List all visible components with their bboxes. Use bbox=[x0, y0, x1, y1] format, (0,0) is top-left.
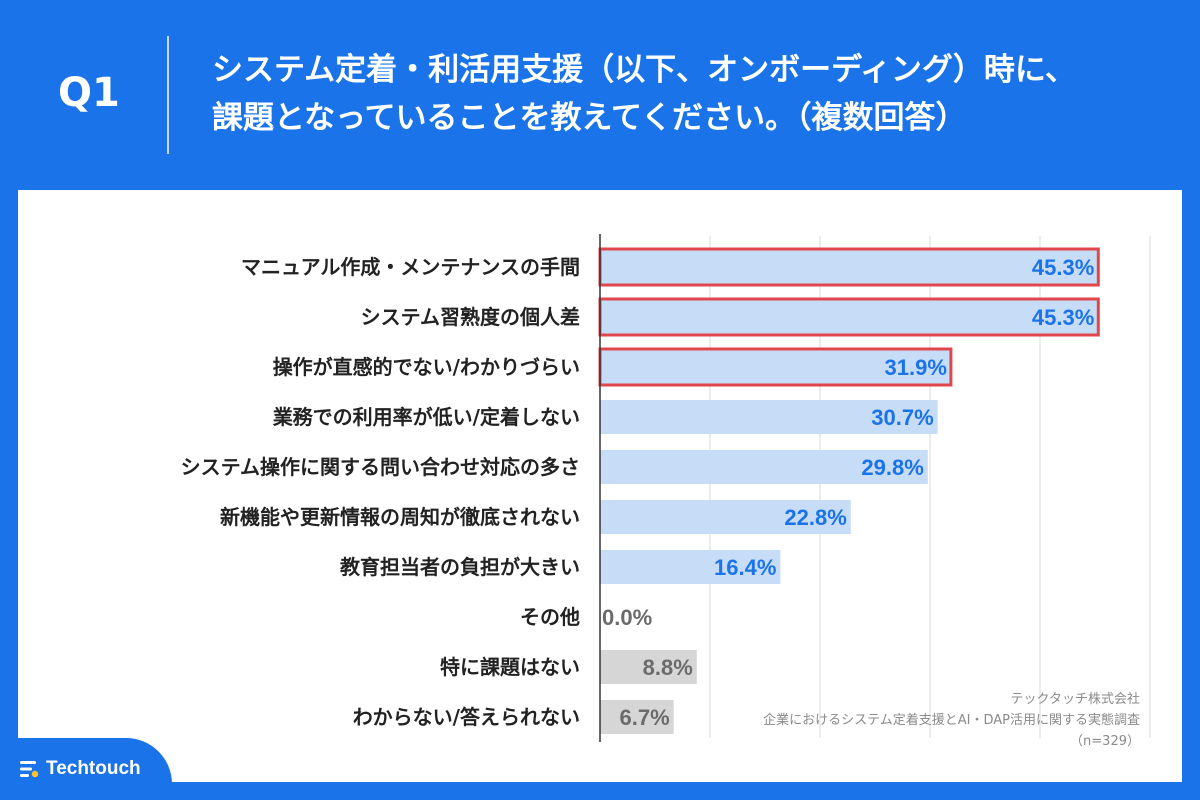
category-label: その他 bbox=[520, 605, 580, 629]
techtouch-logo: Techtouch bbox=[20, 757, 141, 781]
bar bbox=[600, 300, 1099, 334]
category-label: マニュアル作成・メンテナンスの手間 bbox=[241, 255, 580, 279]
bar-chart: マニュアル作成・メンテナンスの手間 45.3% システム習熟度の個人差 45.3% 操作… bbox=[181, 234, 1151, 742]
value-label: 8.8% bbox=[643, 655, 693, 680]
value-label: 16.4% bbox=[714, 555, 776, 580]
footnote-survey: 企業におけるシステム定着支援とAI・DAP活用に関する実態調査 bbox=[763, 713, 1140, 728]
bar bbox=[600, 400, 938, 434]
bar bbox=[600, 550, 781, 584]
category-label: システム習熟度の個人差 bbox=[361, 305, 580, 329]
category-label: システム操作に関する問い合わせ対応の多さ bbox=[181, 455, 580, 479]
chart-panel: マニュアル作成・メンテナンスの手間 45.3% システム習熟度の個人差 45.3% 操作… bbox=[18, 190, 1182, 782]
bar bbox=[600, 450, 928, 484]
bar bbox=[600, 250, 1099, 284]
question-title: システム定着・利活用支援（以下、オンボーディング）時に、 課題となっていることを… bbox=[212, 46, 1172, 142]
value-label: 31.9% bbox=[885, 355, 947, 380]
footnote-company: テックタッチ株式会社 bbox=[1010, 692, 1140, 707]
footnote-sample-size: （n=329） bbox=[1070, 734, 1140, 749]
value-label: 6.7% bbox=[620, 705, 670, 730]
question-number: Q1 bbox=[58, 70, 120, 116]
bar bbox=[600, 650, 697, 684]
category-label: 操作が直感的でない/わかりづらい bbox=[273, 355, 580, 379]
value-label: 45.3% bbox=[1032, 305, 1094, 330]
category-label: 新機能や更新情報の周知が徹底されない bbox=[220, 505, 580, 529]
bar bbox=[600, 350, 951, 384]
question-header: Q1 システム定着・利活用支援（以下、オンボーディング）時に、 課題となっている… bbox=[0, 0, 1200, 190]
category-label: 特に課題はない bbox=[440, 655, 580, 679]
category-label: 教育担当者の負担が大きい bbox=[340, 555, 580, 579]
question-title-line-2: 課題となっていることを教えてください。（複数回答） bbox=[212, 100, 967, 136]
bar bbox=[600, 500, 851, 534]
value-label: 29.8% bbox=[861, 455, 923, 480]
survey-footnote: テックタッチ株式会社 企業におけるシステム定着支援とAI・DAP活用に関する実態… bbox=[763, 689, 1140, 752]
header-divider bbox=[167, 36, 169, 154]
category-label: 業務での利用率が低い/定着しない bbox=[273, 405, 580, 429]
value-label: 30.7% bbox=[871, 405, 933, 430]
bar bbox=[600, 700, 674, 734]
logo-text: Techtouch bbox=[46, 758, 141, 779]
value-label: 0.0% bbox=[602, 605, 652, 630]
category-label: わからない/答えられない bbox=[353, 705, 580, 729]
value-label: 22.8% bbox=[784, 505, 846, 530]
techtouch-logo-icon bbox=[20, 761, 39, 778]
question-title-line-1: システム定着・利活用支援（以下、オンボーディング）時に、 bbox=[212, 52, 1076, 88]
value-label: 45.3% bbox=[1032, 255, 1094, 280]
